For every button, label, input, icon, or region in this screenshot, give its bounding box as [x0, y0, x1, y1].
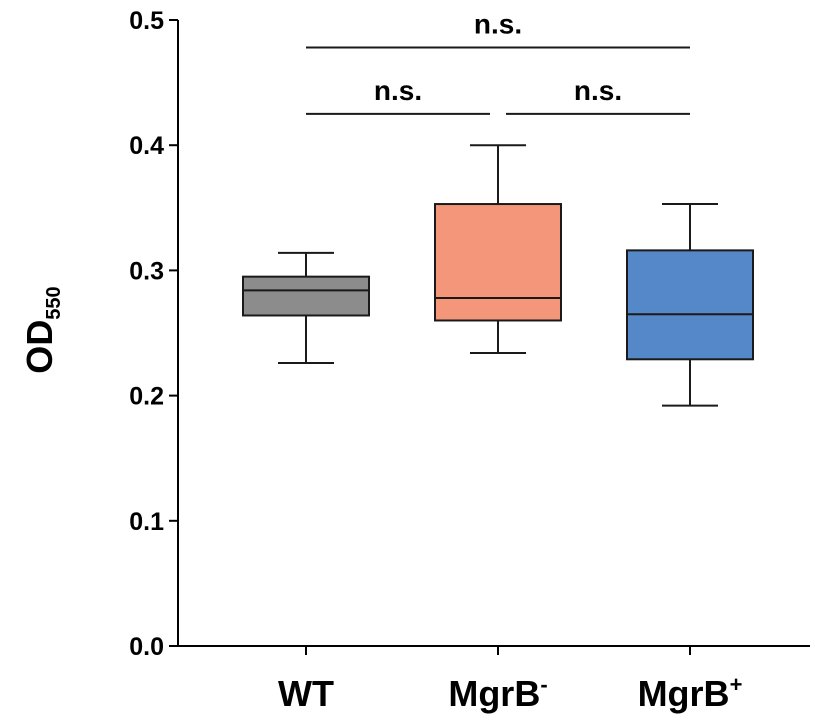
svg-text:OD550: OD550: [19, 286, 65, 373]
x-category-name: MgrB: [448, 673, 540, 714]
box-2: [626, 203, 754, 407]
sig-bracket-2: n.s.: [306, 9, 690, 49]
sig-bracket-0: n.s.: [306, 75, 490, 115]
box-rect: [434, 203, 562, 322]
x-category-superscript: +: [730, 672, 743, 697]
y-tick-label: 0.1: [129, 508, 164, 536]
sig-label: n.s.: [474, 9, 522, 40]
y-tick-label: 0.4: [129, 132, 164, 160]
significance-brackets: n.s. n.s. n.s.: [306, 9, 690, 115]
x-category-name: MgrB: [638, 673, 730, 714]
sig-label: n.s.: [574, 75, 622, 106]
box-rect: [626, 249, 754, 361]
y-tick-label: 0.0: [129, 633, 164, 661]
boxes: [242, 144, 754, 407]
axes: 0.00.10.20.30.40.5WT MgrB- MgrB+: [129, 7, 810, 714]
x-category-name: WT: [278, 673, 334, 714]
sig-bracket-1: n.s.: [506, 75, 690, 115]
x-category-label: MgrB+: [638, 672, 743, 714]
x-category-label: MgrB-: [448, 672, 547, 714]
y-axis-title-subscript: 550: [43, 286, 65, 319]
x-category-label: WT: [278, 673, 334, 714]
box-rect: [242, 275, 370, 317]
y-axis-title: OD550: [19, 286, 65, 373]
y-tick-label: 0.5: [129, 7, 164, 35]
x-category-superscript: -: [540, 672, 547, 697]
y-tick-label: 0.2: [129, 383, 164, 411]
box-0: [242, 251, 370, 365]
y-axis-title-main: OD: [19, 320, 60, 374]
box-1: [434, 144, 562, 355]
sig-label: n.s.: [374, 75, 422, 106]
y-tick-label: 0.3: [129, 257, 164, 285]
